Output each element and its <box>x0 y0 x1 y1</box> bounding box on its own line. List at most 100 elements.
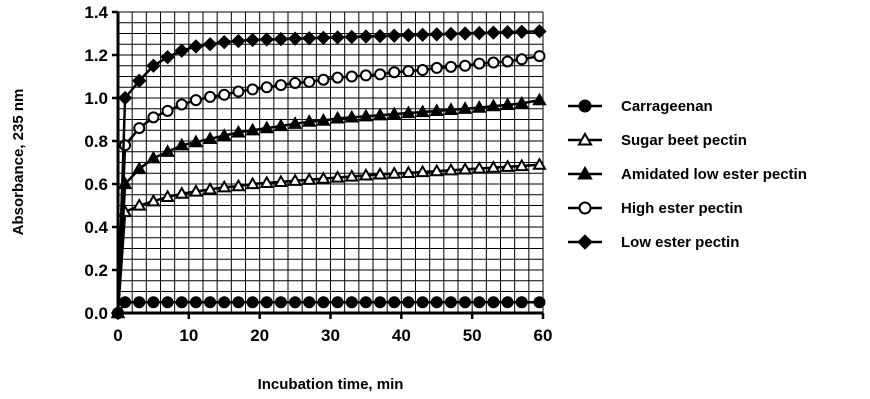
data-point <box>515 296 528 309</box>
data-point <box>532 92 547 106</box>
data-point <box>147 111 160 124</box>
data-point <box>316 171 331 184</box>
legend-marker <box>577 131 593 146</box>
ticks-layer: 0 10 20 30 40 50 60 0.0 0.2 0.4 0.6 0.8 1.0 1.2 1.4 <box>84 3 552 345</box>
data-point <box>429 27 444 42</box>
data-point <box>147 296 160 309</box>
data-point <box>245 122 260 136</box>
x-tick-label: 30 <box>321 326 340 345</box>
data-point <box>387 166 402 179</box>
series-line <box>116 54 540 314</box>
data-point <box>443 162 459 176</box>
data-point <box>416 296 429 309</box>
data-point <box>372 166 388 180</box>
x-tick-label: 0 <box>113 326 122 345</box>
data-point <box>119 139 132 152</box>
data-point <box>274 79 287 92</box>
data-point <box>359 69 372 82</box>
data-point <box>133 122 146 135</box>
data-point <box>317 296 330 309</box>
data-point <box>514 95 529 109</box>
data-point <box>415 104 430 118</box>
data-point <box>160 189 175 203</box>
data-point <box>273 174 289 187</box>
data-point <box>274 296 287 309</box>
data-point <box>217 34 232 50</box>
data-point <box>401 165 416 178</box>
data-point <box>459 296 472 309</box>
data-point <box>416 64 429 77</box>
y-tick-label: 1.2 <box>84 46 108 65</box>
data-point <box>259 120 274 134</box>
y-axis-label: Absorbance, 235 nm <box>10 89 27 236</box>
data-point <box>302 31 317 46</box>
y-tick-label: 1.0 <box>84 89 108 108</box>
data-point <box>500 159 515 172</box>
legend-item: Carrageenan <box>568 98 713 115</box>
data-point <box>443 26 459 42</box>
data-point <box>161 104 174 117</box>
data-point <box>146 193 161 207</box>
data-point <box>188 184 204 197</box>
data-point <box>175 296 188 309</box>
data-point <box>174 186 189 199</box>
legend-marker <box>578 201 592 215</box>
data-point <box>358 108 374 122</box>
data-point <box>444 296 457 309</box>
data-point <box>487 56 500 69</box>
data-point <box>331 71 344 84</box>
data-point <box>217 128 232 141</box>
x-axis-label: Incubation time, min <box>258 376 404 393</box>
data-point <box>160 144 175 157</box>
data-point <box>344 168 359 182</box>
data-point <box>260 296 273 309</box>
data-point <box>161 296 174 309</box>
data-point <box>204 90 217 103</box>
y-tick-label: 0.4 <box>84 218 108 237</box>
data-point <box>117 90 133 106</box>
data-point <box>174 137 189 151</box>
data-point <box>330 30 345 45</box>
data-point <box>430 61 443 74</box>
data-point <box>358 167 374 181</box>
data-point <box>302 114 317 127</box>
data-point <box>457 161 473 175</box>
data-point <box>132 73 147 88</box>
data-point <box>501 55 514 68</box>
series-3 <box>112 50 546 319</box>
data-point <box>289 296 302 309</box>
x-tick-label: 50 <box>463 326 482 345</box>
data-point <box>532 24 547 39</box>
data-point <box>514 158 529 172</box>
data-point <box>374 68 387 81</box>
data-point <box>303 75 316 88</box>
data-point <box>472 25 487 41</box>
data-point <box>202 131 218 144</box>
data-point <box>500 97 515 111</box>
legend-item: Low ester pectin <box>568 234 739 251</box>
data-point <box>344 29 359 45</box>
data-point <box>345 296 358 309</box>
grid-layer <box>118 11 544 313</box>
data-point <box>259 175 274 189</box>
data-point <box>259 32 274 47</box>
data-point <box>110 305 126 321</box>
data-point <box>330 170 345 183</box>
data-point <box>331 296 344 309</box>
data-point <box>402 296 415 309</box>
data-point <box>388 66 401 79</box>
legend-item: Sugar beet pectin <box>568 131 747 149</box>
data-point <box>146 150 161 164</box>
legend-item: High ester pectin <box>568 200 743 217</box>
data-point <box>472 100 487 113</box>
data-point <box>443 102 459 115</box>
data-point <box>387 28 402 43</box>
data-point <box>345 70 358 83</box>
data-point <box>459 59 472 72</box>
data-point <box>372 28 388 44</box>
data-point <box>289 76 302 89</box>
data-point <box>515 53 528 66</box>
data-point <box>218 296 231 309</box>
data-point <box>457 101 473 114</box>
